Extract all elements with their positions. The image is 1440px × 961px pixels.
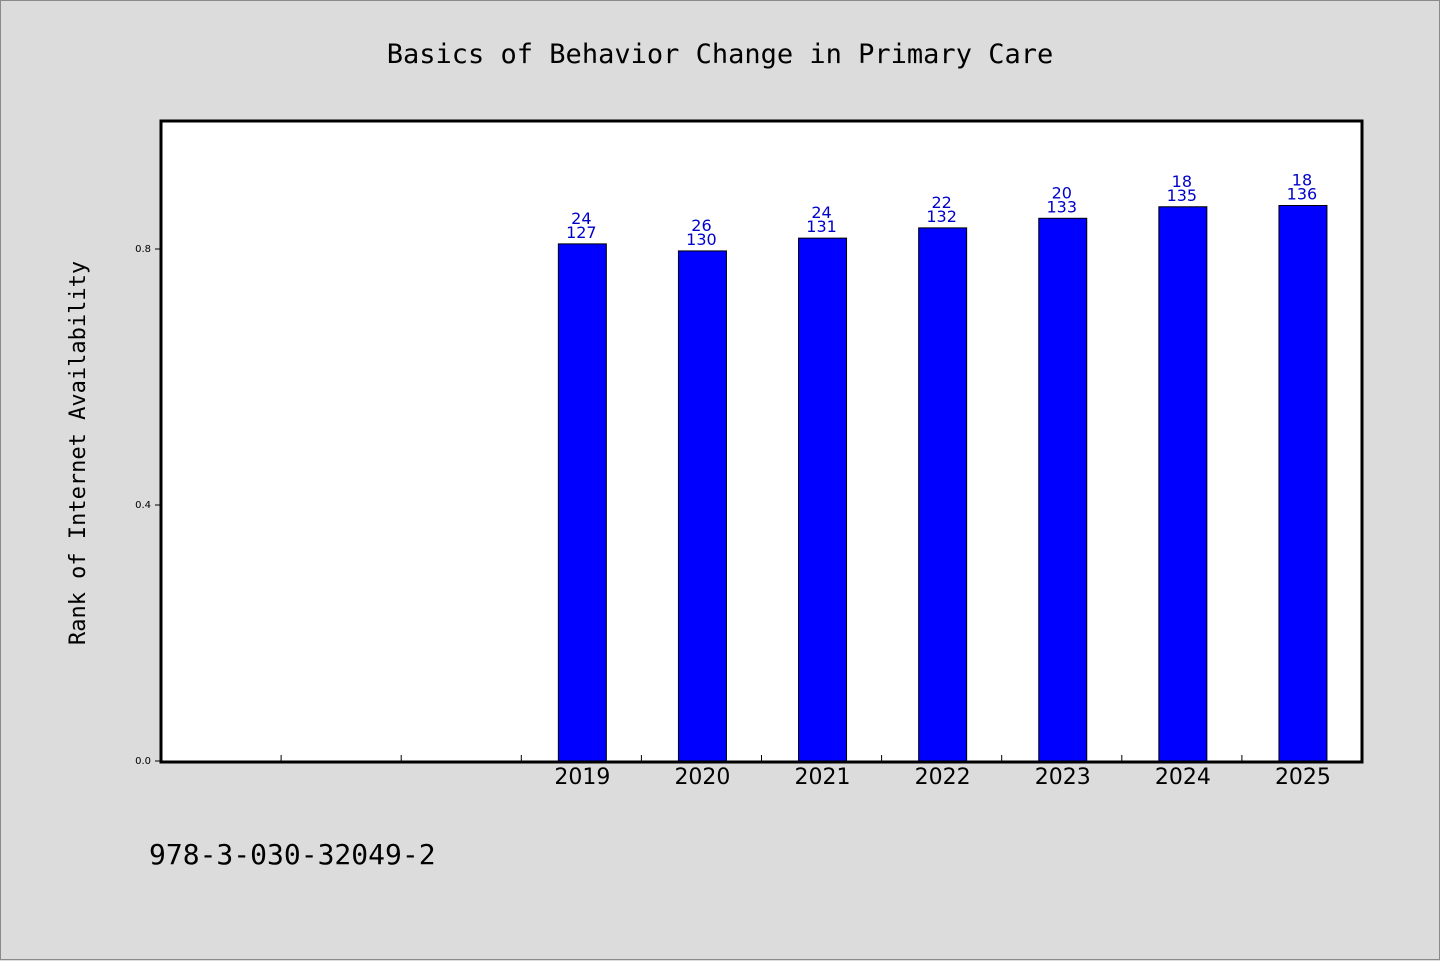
bar (1278, 204, 1328, 762)
x-axis: 2019 2020 2021 2022 2023 2024 2025 (280, 755, 1331, 790)
x-tick-label: 2019 (554, 765, 610, 790)
data-label-top: 22 (931, 193, 951, 212)
x-tick-label: 2024 (1155, 765, 1211, 790)
data-label-top: 26 (691, 216, 711, 235)
bars (557, 204, 1328, 762)
data-label-top: 24 (811, 203, 831, 222)
data-label-bottom: 131 (806, 217, 837, 236)
chart-title: Basics of Behavior Change in Primary Car… (387, 39, 1053, 70)
y-tick-label: 0.8 (135, 244, 151, 255)
y-axis: 0.0 0.4 0.8 (135, 244, 161, 767)
bar (1158, 206, 1208, 762)
data-label-top: 24 (571, 209, 591, 228)
x-tick-label: 2023 (1035, 765, 1091, 790)
data-label-bottom: 130 (686, 230, 717, 249)
data-label-top: 18 (1292, 170, 1312, 189)
y-axis-label: Rank of Internet Availability (66, 261, 91, 645)
bar (798, 237, 848, 762)
y-tick-label: 0.0 (135, 756, 151, 767)
data-label-top: 18 (1172, 172, 1192, 191)
footnote-isbn: 978-3-030-32049-2 (149, 838, 436, 871)
x-tick-label: 2025 (1275, 765, 1331, 790)
data-label-bottom: 135 (1167, 186, 1198, 205)
y-tick-label: 0.4 (135, 500, 151, 511)
data-label-top: 20 (1052, 183, 1072, 202)
data-label-bottom: 133 (1046, 197, 1077, 216)
x-tick-label: 2021 (795, 765, 851, 790)
bar (1038, 217, 1088, 762)
data-label-bottom: 132 (926, 207, 957, 226)
bar (918, 227, 968, 762)
data-label-bottom: 127 (566, 223, 597, 242)
bar (557, 243, 607, 762)
bar (677, 250, 727, 762)
x-tick-label: 2022 (915, 765, 971, 790)
data-label-bottom: 136 (1287, 184, 1318, 203)
x-tick-label: 2020 (674, 765, 730, 790)
